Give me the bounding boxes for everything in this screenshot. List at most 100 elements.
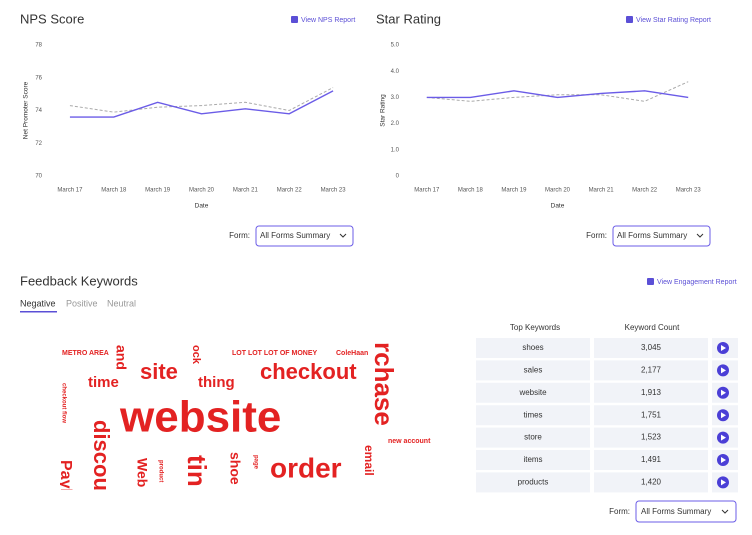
word-cloud: METRO AREA and site time thing ock LOT L…	[60, 342, 431, 491]
series-line	[426, 90, 689, 99]
chevron	[339, 233, 347, 238]
row-cell	[594, 360, 708, 381]
word: rchase	[369, 342, 399, 426]
x-tick-label: March 18	[101, 188, 127, 194]
form-label: Form:	[609, 507, 630, 516]
y-tick-label: 3.0	[391, 95, 400, 101]
x-tick-label: March 21	[589, 188, 615, 194]
word: time	[88, 374, 119, 391]
keyword-count: 1,751	[641, 410, 662, 419]
dropdown-value: All Forms Summary	[617, 231, 687, 240]
x-tick-label: March 18	[458, 188, 484, 194]
y-tick-label: 72	[35, 141, 42, 147]
form-dropdown[interactable]	[635, 500, 737, 523]
word: LOT LOT LOT OF MONEY	[232, 350, 317, 357]
word: discou	[89, 420, 114, 491]
dropdown-value: All Forms Summary	[641, 507, 711, 516]
row-cell	[594, 427, 708, 448]
play-icon	[721, 457, 726, 463]
series-line	[69, 90, 334, 118]
row-cell	[476, 382, 590, 403]
x-tick-label: March 20	[189, 188, 215, 194]
y-axis-label: Net Promoter Score	[23, 81, 30, 139]
report-icon	[626, 16, 633, 23]
keyword: products	[518, 478, 549, 487]
x-tick-label: March 21	[233, 188, 259, 194]
y-tick-label: 1.0	[391, 147, 400, 153]
word: Web	[134, 458, 150, 487]
tab[interactable]: Neutral	[107, 298, 136, 308]
keyword: shoes	[522, 343, 543, 352]
panel-title: NPS Score	[20, 11, 84, 26]
keyword-count: 3,045	[641, 343, 662, 352]
keyword: website	[518, 388, 547, 397]
y-tick-label: 70	[35, 174, 42, 180]
word: product	[157, 460, 163, 482]
word: ock	[190, 345, 202, 365]
table-body: shoes 3,045 sales 2,177 website 1,913 times 1,7…	[476, 338, 738, 493]
word: ColeHaan	[336, 350, 368, 357]
table-header: Keyword Count	[625, 323, 680, 332]
row-cell	[594, 338, 708, 358]
y-tick-label: 78	[35, 43, 42, 49]
play-icon	[721, 367, 726, 374]
word: site	[140, 359, 178, 384]
word: tin	[182, 455, 212, 487]
x-tick-label: March 23	[676, 188, 702, 194]
x-tick-label: March 23	[321, 188, 347, 194]
row-cell	[476, 405, 590, 426]
keyword-count: 2,177	[641, 366, 662, 375]
play-icon	[721, 434, 726, 441]
panel-title: Star Rating	[376, 11, 441, 26]
form-dropdown[interactable]	[612, 225, 711, 247]
y-tick-label: 76	[35, 75, 42, 81]
y-tick-label: 4.0	[391, 69, 400, 75]
word: order	[270, 452, 342, 483]
keyword-count: 1,913	[641, 388, 662, 397]
report-link[interactable]: View Engagement Report	[657, 279, 737, 286]
x-axis-label: Date	[195, 203, 209, 210]
row-cell	[476, 360, 590, 381]
y-tick-label: 2.0	[391, 121, 400, 127]
table-header: Top Keywords	[510, 323, 560, 332]
x-tick-label: March 19	[501, 188, 527, 194]
report-link[interactable]: View Star Rating Report	[636, 17, 711, 24]
row-cell	[594, 405, 708, 426]
dropdown-value: All Forms Summary	[260, 231, 330, 240]
chevron	[696, 233, 704, 238]
tab[interactable]: Negative	[20, 298, 56, 308]
word: new account	[388, 438, 431, 445]
word: shoe	[227, 452, 243, 485]
x-tick-label: March 22	[632, 188, 658, 194]
report-link[interactable]: View NPS Report	[301, 17, 355, 24]
keyword: sales	[524, 366, 543, 375]
y-tick-label: 0	[396, 174, 400, 180]
keyword: items	[523, 455, 542, 464]
row-cell	[594, 450, 708, 470]
tab-underline	[20, 311, 57, 313]
row-cell	[476, 472, 590, 493]
x-tick-label: March 17	[57, 188, 83, 194]
play-icon	[721, 412, 726, 419]
x-tick-label: March 22	[277, 188, 303, 194]
word: and	[113, 345, 129, 370]
tab[interactable]: Positive	[66, 298, 98, 308]
keyword: times	[523, 410, 542, 419]
section-title: Feedback Keywords	[20, 273, 138, 288]
word: website	[119, 393, 281, 442]
play-icon	[721, 345, 726, 351]
series-line	[69, 87, 334, 113]
play-icon	[721, 389, 726, 396]
chevron	[721, 509, 729, 514]
word: thing	[198, 374, 235, 391]
form-dropdown[interactable]	[255, 225, 354, 247]
keyword-count: 1,523	[641, 433, 662, 442]
form-label: Form:	[586, 231, 607, 240]
form-label: Form:	[229, 231, 250, 240]
keyword-count: 1,491	[641, 455, 662, 464]
keyword-count: 1,420	[641, 478, 662, 487]
series-line	[426, 81, 689, 102]
word: checkout	[260, 359, 357, 384]
report-icon	[291, 16, 298, 23]
